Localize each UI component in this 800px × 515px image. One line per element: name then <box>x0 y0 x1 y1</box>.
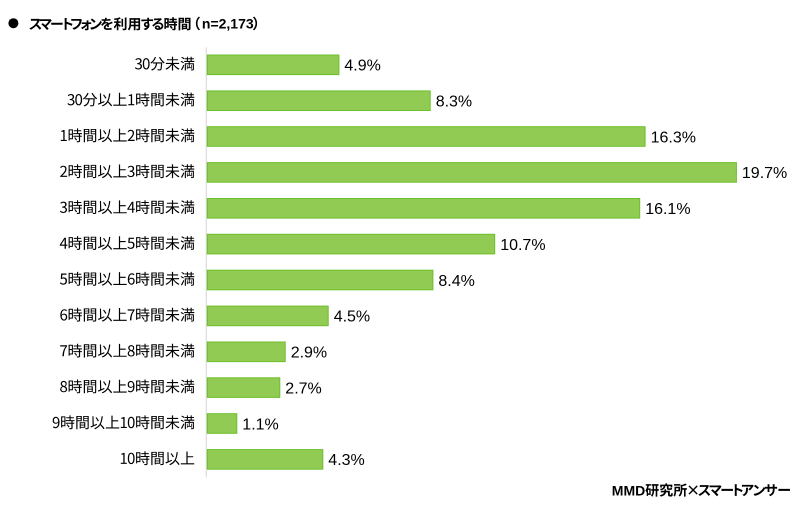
svg-text:MMD: MMD <box>612 482 645 498</box>
svg-text:1.1%: 1.1% <box>242 416 278 433</box>
svg-text:n=2,173: n=2,173 <box>202 15 254 31</box>
svg-text:8.4%: 8.4% <box>438 273 474 290</box>
svg-text:8.3%: 8.3% <box>436 94 472 111</box>
svg-text:4.5%: 4.5% <box>334 309 370 326</box>
svg-text:4.3%: 4.3% <box>328 452 364 469</box>
svg-text:16.3%: 16.3% <box>651 129 696 146</box>
svg-text:2.9%: 2.9% <box>291 345 327 362</box>
svg-text:4.9%: 4.9% <box>344 58 380 75</box>
svg-text:2.7%: 2.7% <box>285 380 321 397</box>
svg-text:10.7%: 10.7% <box>500 237 545 254</box>
svg-text:19.7%: 19.7% <box>742 165 787 182</box>
svg-text:16.1%: 16.1% <box>645 201 690 218</box>
